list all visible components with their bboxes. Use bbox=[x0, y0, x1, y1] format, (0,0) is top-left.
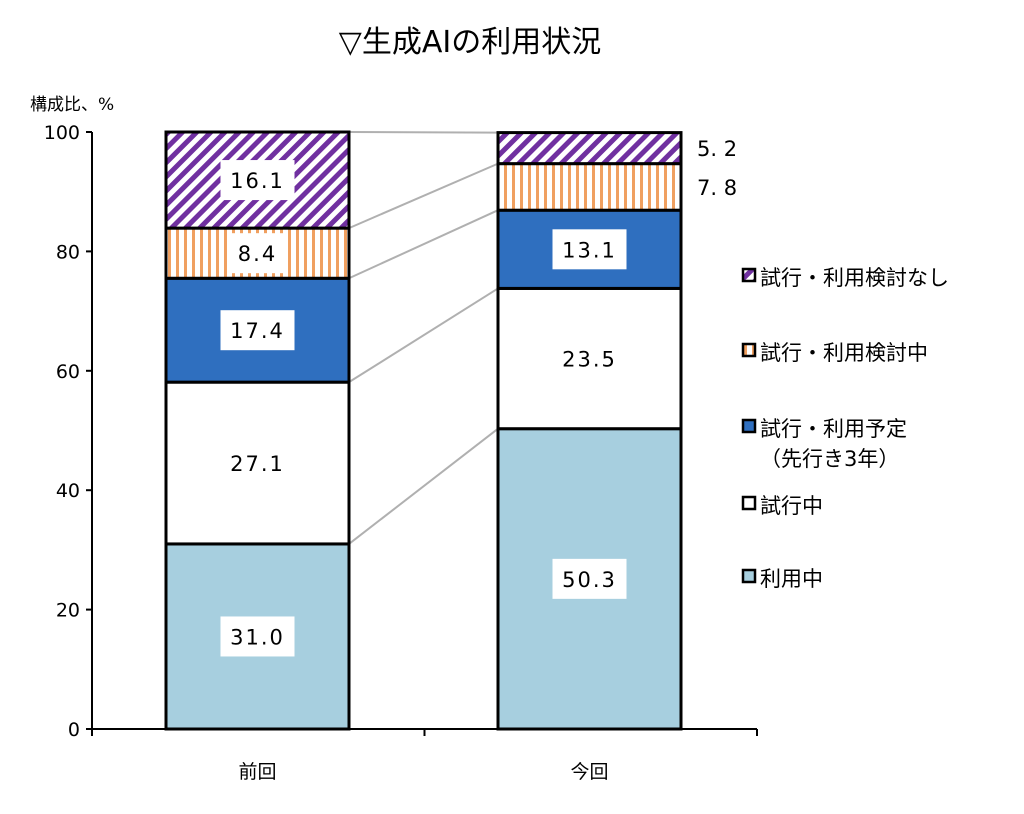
legend-label: 試行・利用検討中 bbox=[760, 341, 928, 365]
y-tick-label: 60 bbox=[56, 361, 80, 383]
data-label-box bbox=[220, 160, 295, 201]
legend-item: 試行・利用検討なし bbox=[741, 266, 949, 290]
data-label-box bbox=[552, 558, 627, 599]
data-label: 17.4 bbox=[230, 319, 285, 343]
legend-label: 利用中 bbox=[760, 567, 823, 591]
legend-label: 試行中 bbox=[760, 494, 823, 518]
chart-title: ▽生成AIの利用状況 bbox=[339, 25, 601, 60]
connector-line bbox=[348, 131, 499, 134]
connector-line bbox=[348, 427, 499, 545]
data-label: 31.0 bbox=[230, 625, 285, 649]
legend-swatch bbox=[741, 267, 757, 283]
y-tick-label: 40 bbox=[56, 480, 80, 502]
legend-swatch bbox=[741, 418, 757, 434]
legend-label: （先行き3年） bbox=[760, 447, 899, 471]
y-tick-label: 20 bbox=[56, 600, 80, 622]
legend-item: 試行・利用予定 （先行き3年） bbox=[741, 417, 907, 471]
legend-label: 試行・利用検討なし bbox=[760, 266, 949, 290]
y-tick-label: 0 bbox=[68, 719, 80, 741]
legend-item: 試行・利用検討中 bbox=[741, 341, 928, 365]
legend-label: 試行・利用予定 bbox=[760, 417, 907, 441]
data-label: 8.4 bbox=[238, 242, 277, 266]
connector-line bbox=[348, 287, 499, 383]
y-axis-label: 構成比、% bbox=[30, 95, 114, 115]
legend-item: 試行中 bbox=[741, 494, 823, 518]
legend-swatch bbox=[741, 342, 757, 358]
data-label: 50.3 bbox=[562, 568, 617, 592]
data-label-box bbox=[220, 310, 295, 351]
y-tick-label: 100 bbox=[44, 122, 80, 144]
y-tick-label: 80 bbox=[56, 241, 80, 263]
data-label-box bbox=[220, 616, 295, 657]
legend-item: 利用中 bbox=[741, 567, 823, 591]
data-label: 5. 2 bbox=[697, 137, 737, 161]
data-label-box bbox=[228, 233, 287, 274]
connector-line bbox=[348, 162, 499, 230]
legend-swatch bbox=[741, 568, 757, 584]
data-label: 27.1 bbox=[230, 452, 285, 476]
bar-segment bbox=[496, 162, 683, 212]
data-label: 7. 8 bbox=[697, 176, 737, 200]
bar-segment bbox=[496, 208, 683, 290]
connector-line bbox=[348, 209, 499, 280]
legend-swatch bbox=[741, 495, 757, 511]
x-tick-label: 今回 bbox=[570, 761, 608, 783]
x-tick-label: 前回 bbox=[238, 761, 276, 783]
data-label: 16.1 bbox=[230, 169, 285, 193]
data-label-box bbox=[552, 229, 627, 270]
data-label: 13.1 bbox=[562, 238, 617, 262]
bar-segment bbox=[496, 131, 683, 166]
bar-segment bbox=[164, 380, 351, 546]
data-label: 23.5 bbox=[562, 348, 617, 372]
bar-segment bbox=[496, 286, 683, 431]
